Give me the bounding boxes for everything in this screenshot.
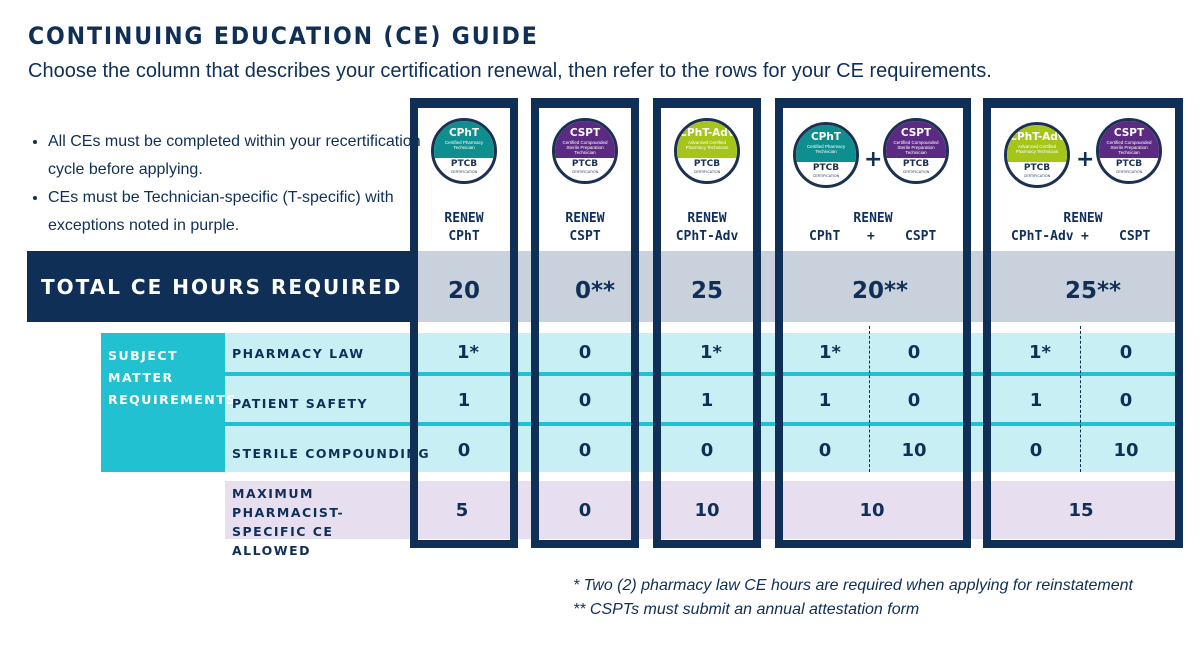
cell-value: 1* [1029, 342, 1051, 363]
cspt-badge-icon: CSPT Certified Compounded Sterile Prepara… [883, 118, 949, 184]
column-divider [869, 326, 870, 472]
plus-icon: + [1076, 147, 1095, 172]
cell-value: 0 [578, 342, 592, 363]
cell-value: 1* [700, 342, 722, 363]
cell-value: 0 [1119, 342, 1133, 363]
cpht-badge-icon: CPhT Certified Pharmacy Technician PTCB CE… [793, 122, 859, 188]
max-value: 15 [1068, 500, 1094, 521]
column-header: RENEW CPhT-Adv [675, 211, 739, 244]
note-item: All CEs must be completed within your re… [48, 128, 428, 184]
column-header: RENEW CSPT [565, 211, 605, 244]
plus-icon: + [864, 147, 883, 172]
page-title: CONTINUING EDUCATION (CE) GUIDE [28, 22, 539, 50]
page-subtitle: Choose the column that describes your ce… [28, 60, 992, 82]
cell-value: 0 [818, 440, 832, 461]
cell-value: 0 [1119, 390, 1133, 411]
cell-value: 1* [457, 342, 479, 363]
row-separator [225, 422, 1183, 426]
footnote: ** CSPTs must submit an annual attestati… [573, 601, 920, 618]
column-header: RENEW CPhT + CSPT [809, 211, 937, 244]
footnote: * Two (2) pharmacy law CE hours are requ… [573, 577, 1133, 594]
column-divider [1080, 326, 1081, 472]
cspt-badge-icon: CSPT Certified Compounded Sterile Prepara… [552, 118, 618, 184]
total-hours-band [415, 251, 1183, 322]
max-pharmacist-band [225, 481, 1183, 539]
cell-value: 1 [1029, 390, 1043, 411]
column-header: RENEW CPhT-Adv + CSPT [1011, 211, 1151, 244]
subject-matter-label: SUBJECT MATTER REQUIREMENTS [101, 333, 235, 472]
cpht-adv-badge-icon: CPhT-Adv Advanced Certified Pharmacy Tech… [674, 118, 740, 184]
cell-value: 10 [901, 440, 927, 461]
column-renew-adv-cspt[interactable] [983, 98, 1183, 548]
row-label-sterile-compounding: STERILE COMPOUNDING [232, 446, 431, 461]
row-band-patient-safety [225, 376, 1183, 422]
cell-value: 0 [1029, 440, 1043, 461]
row-label-pharmacy-law: PHARMACY LAW [232, 346, 365, 361]
total-value: 20 [447, 278, 480, 304]
max-value: 5 [455, 500, 469, 521]
cell-value: 0 [907, 390, 921, 411]
cspt-badge-icon: CSPT Certified Compounded Sterile Prepara… [1096, 118, 1162, 184]
column-header: RENEW CPhT [444, 211, 484, 244]
notes-list: All CEs must be completed within your re… [26, 128, 428, 240]
row-band-sterile-compounding [225, 426, 1183, 472]
column-renew-cpht[interactable] [410, 98, 518, 548]
cell-value: 1* [819, 342, 841, 363]
cell-value: 0 [578, 390, 592, 411]
cell-value: 1 [457, 390, 471, 411]
column-renew-cpht-adv[interactable] [653, 98, 761, 548]
cpht-badge-icon: CPhT Certified Pharmacy Technician PTCB CE… [431, 118, 497, 184]
total-value: 25 [690, 278, 723, 304]
max-value: 10 [859, 500, 885, 521]
cell-value: 0 [907, 342, 921, 363]
cell-value: 10 [1113, 440, 1139, 461]
note-item: CEs must be Technician-specific (T-speci… [48, 184, 428, 240]
max-value: 0 [578, 500, 592, 521]
column-renew-cpht-cspt[interactable] [775, 98, 971, 548]
cell-value: 0 [578, 440, 592, 461]
total-value: 0** [574, 278, 616, 304]
row-label-max-pharmacist: MAXIMUM PHARMACIST-SPECIFIC CE ALLOWED [232, 486, 345, 558]
cell-value: 0 [457, 440, 471, 461]
total-hours-label: TOTAL CE HOURS REQUIRED [27, 251, 415, 322]
max-value: 10 [694, 500, 720, 521]
total-value: 20** [851, 278, 909, 304]
cpht-adv-badge-icon: CPhT-Adv Advanced Certified Pharmacy Tech… [1004, 122, 1070, 188]
row-band-pharmacy-law [225, 333, 1183, 372]
row-separator [225, 372, 1183, 376]
cell-value: 1 [818, 390, 832, 411]
column-renew-cspt[interactable] [531, 98, 639, 548]
row-label-patient-safety: PATIENT SAFETY [232, 396, 369, 411]
cell-value: 1 [700, 390, 714, 411]
cell-value: 0 [700, 440, 714, 461]
total-value: 25** [1064, 278, 1122, 304]
